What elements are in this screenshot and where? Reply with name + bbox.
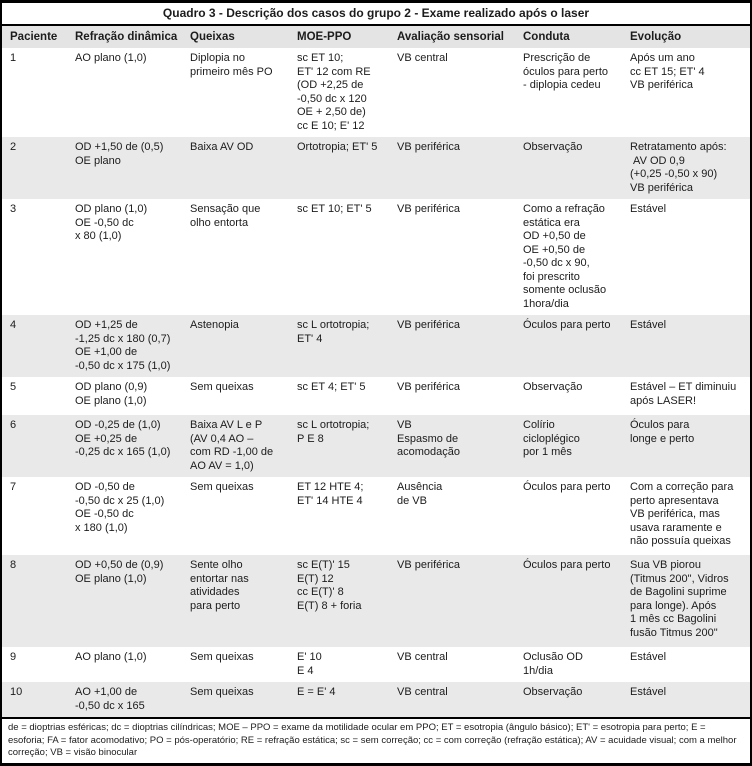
cell-queixas: Sensação que olho entorta [190,203,261,229]
cell-evolucao: Estável – ET diminuiu após LASER! [630,381,737,407]
cell-refracao-dinamica: OD +0,50 de (0,9) OE plano (1,0) [75,559,164,585]
cell-conduta: Como a refração estática era OD +0,50 de… [523,203,607,310]
cell-moe-ppo: sc ET 10; ET' 12 com RE (OD +2,25 de -0,… [297,52,371,132]
cell-evolucao: Retratamento após: AV OD 0,9 (+0,25 -0,5… [630,141,727,194]
cell-paciente: 6 [10,419,17,432]
cell-moe-ppo: sc L ortotropia; P E 8 [297,419,370,445]
table-row: 7 OD -0,50 de -0,50 dc x 25 (1,0) OE -0,… [2,477,750,555]
cell-avaliacao-sensorial: Ausência de VB [397,481,443,507]
cell-conduta: Óculos para perto [523,319,611,332]
cell-queixas: Diplopia no primeiro mês PO [190,52,273,78]
cell-queixas: Baixa AV OD [190,141,254,154]
cell-paciente: 1 [10,52,17,64]
cell-conduta: Óculos para perto [523,559,611,572]
cell-avaliacao-sensorial: VB Espasmo de acomodação [397,419,460,459]
table-row: 4 OD +1,25 de -1,25 dc x 180 (0,7) OE +1… [2,315,750,378]
cell-avaliacao-sensorial: VB periférica [397,141,460,154]
cell-paciente: 9 [10,651,17,664]
cell-avaliacao-sensorial: VB central [397,52,448,64]
cell-conduta: Colírio cicloplégico por 1 mês [523,419,580,459]
cell-evolucao: Estável [630,686,667,699]
cell-queixas: Sem queixas [190,651,254,664]
cell-evolucao: Estável [630,319,667,332]
column-header-refracao-dinamica: Refração dinâmica [75,26,190,48]
cell-refracao-dinamica: AO plano (1,0) [75,52,147,64]
cell-avaliacao-sensorial: VB periférica [397,559,460,572]
column-header-evolucao: Evolução [630,26,750,48]
cell-moe-ppo: E' 10 E 4 [297,651,322,677]
cell-queixas: Baixa AV L e P (AV 0,4 AO – com RD -1,00… [190,419,274,472]
table-row: 10 AO +1,00 de -0,50 dc x 165 Sem queixa… [2,682,750,718]
cell-moe-ppo: sc E(T)' 15 E(T) 12 cc E(T)' 8 E(T) 8 + … [297,559,362,612]
cell-paciente: 3 [10,203,17,216]
cell-avaliacao-sensorial: VB central [397,651,448,664]
cell-paciente: 2 [10,141,17,154]
cell-conduta: Prescrição de óculos para perto - diplop… [523,52,608,92]
cell-moe-ppo: E = E' 4 [297,686,336,699]
column-header-avaliacao-sensorial: Avaliação sensorial [397,26,523,48]
table-row: 5 OD plano (0,9) OE plano (1,0) Sem quei… [2,377,750,415]
cell-evolucao: Sua VB piorou (Titmus 200", Vidros de Ba… [630,559,729,639]
cell-paciente: 8 [10,559,17,572]
cell-refracao-dinamica: AO plano (1,0) [75,651,147,664]
cell-moe-ppo: ET 12 HTE 4; ET' 14 HTE 4 [297,481,364,507]
cell-refracao-dinamica: OD plano (0,9) OE plano (1,0) [75,381,148,407]
cases-table: Paciente Refração dinâmica Queixas MOE-P… [2,26,750,718]
table-row: 1 AO plano (1,0) Diplopia no primeiro mê… [2,48,750,137]
cell-evolucao: Após um ano cc ET 15; ET' 4 VB periféric… [630,52,705,92]
cell-moe-ppo: sc ET 4; ET' 5 [297,381,366,394]
cell-queixas: Sem queixas [190,481,254,494]
cell-paciente: 10 [10,686,23,699]
cell-avaliacao-sensorial: VB central [397,686,448,699]
cell-refracao-dinamica: OD +1,25 de -1,25 dc x 180 (0,7) OE +1,0… [75,319,171,372]
cell-conduta: Observação [523,141,583,154]
cell-evolucao: Estável [630,203,667,216]
table-row: 3 OD plano (1,0) OE -0,50 dc x 80 (1,0) … [2,199,750,315]
column-header-queixas: Queixas [190,26,297,48]
cell-paciente: 5 [10,381,17,394]
cell-avaliacao-sensorial: VB periférica [397,381,460,394]
cell-evolucao: Óculos para longe e perto [630,419,695,445]
cell-paciente: 4 [10,319,17,332]
table-row: 2 OD +1,50 de (0,5) OE plano Baixa AV OD… [2,137,750,200]
cell-moe-ppo: Ortotropia; ET' 5 [297,141,378,154]
cell-moe-ppo: sc L ortotropia; ET' 4 [297,319,370,345]
table-title: Quadro 3 - Descrição dos casos do grupo … [2,3,750,26]
cell-conduta: Óculos para perto [523,481,611,494]
header-row: Paciente Refração dinâmica Queixas MOE-P… [2,26,750,48]
cell-queixas: Sem queixas [190,686,254,699]
column-header-moe-ppo: MOE-PPO [297,26,397,48]
cell-queixas: Sem queixas [190,381,254,394]
cell-moe-ppo: sc ET 10; ET' 5 [297,203,372,216]
cell-refracao-dinamica: OD +1,50 de (0,5) OE plano [75,141,164,167]
table-row: 6 OD -0,25 de (1,0) OE +0,25 de -0,25 dc… [2,415,750,478]
footnote: de = dioptrias esféricas; dc = dioptrias… [2,717,750,762]
cell-conduta: Observação [523,381,583,394]
column-header-paciente: Paciente [2,26,75,48]
table-row: 9 AO plano (1,0) Sem queixas E' 10 E 4 V… [2,647,750,682]
cell-avaliacao-sensorial: VB periférica [397,319,460,332]
cell-refracao-dinamica: OD -0,25 de (1,0) OE +0,25 de -0,25 dc x… [75,419,171,459]
cell-paciente: 7 [10,481,17,494]
column-header-conduta: Conduta [523,26,630,48]
cell-evolucao: Estável [630,651,667,664]
table-row: 8 OD +0,50 de (0,9) OE plano (1,0) Sente… [2,555,750,648]
cell-refracao-dinamica: OD -0,50 de -0,50 dc x 25 (1,0) OE -0,50… [75,481,165,534]
cell-conduta: Oclusão OD 1h/dia [523,651,583,677]
cell-refracao-dinamica: OD plano (1,0) OE -0,50 dc x 80 (1,0) [75,203,148,243]
cell-queixas: Astenopia [190,319,239,332]
cell-refracao-dinamica: AO +1,00 de -0,50 dc x 165 [75,686,145,712]
cell-conduta: Observação [523,686,583,699]
cell-evolucao: Com a correção para perto apresentava VB… [630,481,734,548]
cell-queixas: Sente olho entortar nas atividades para … [190,559,249,612]
cell-avaliacao-sensorial: VB periférica [397,203,460,216]
